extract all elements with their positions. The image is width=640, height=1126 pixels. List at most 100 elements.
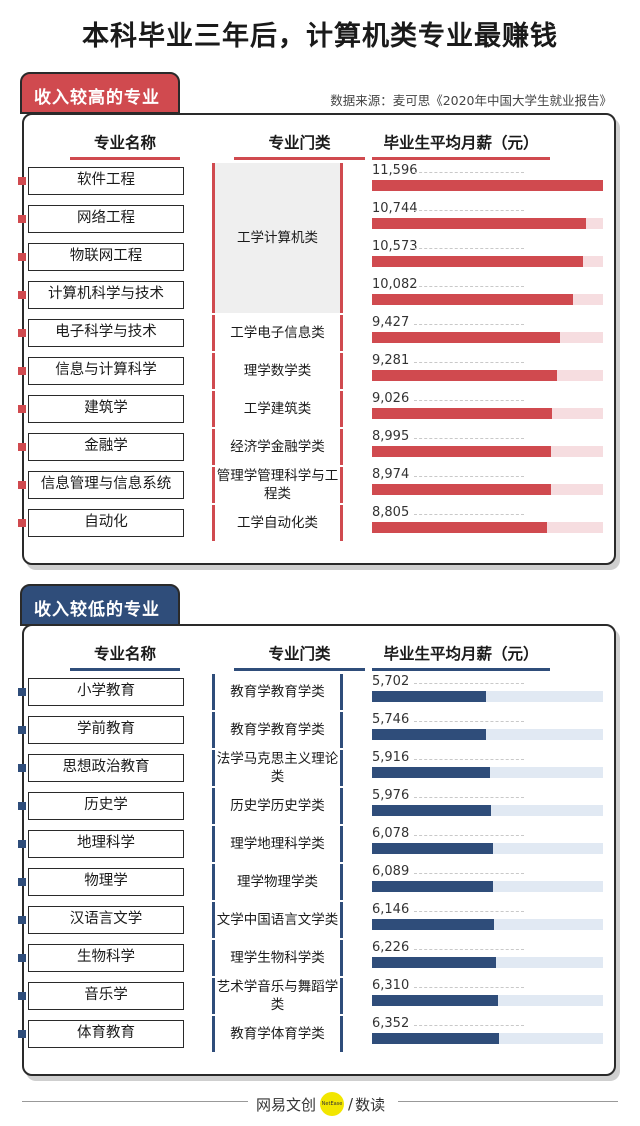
- footer-divider-left: [22, 1101, 248, 1102]
- category-bracket-right: [340, 429, 343, 465]
- category-bracket-left: [212, 712, 215, 748]
- row-marker: [18, 726, 26, 734]
- bar-gridline: [414, 835, 524, 836]
- row-marker: [18, 878, 26, 886]
- salary-bar: [372, 484, 551, 495]
- category-group: 法学马克思主义理论类: [212, 750, 343, 786]
- bar-gridline: [414, 400, 524, 401]
- bar-gridline: [414, 286, 524, 287]
- bar-value-label: 5,916: [372, 750, 410, 765]
- bar-track: [372, 881, 603, 892]
- row-marker: [18, 291, 26, 299]
- bar-value-label: 10,573: [372, 239, 418, 254]
- bar-value-label: 5,746: [372, 712, 410, 727]
- row-marker: [18, 215, 26, 223]
- bar-value-label: 10,744: [372, 201, 418, 216]
- category-bracket-right: [340, 391, 343, 427]
- bar-track: [372, 805, 603, 816]
- salary-bar: [372, 180, 603, 191]
- bar-value-label: 6,226: [372, 940, 410, 955]
- footer-divider-right: [398, 1101, 618, 1102]
- col-head-salary: 毕业生平均月薪（元）: [372, 131, 550, 160]
- category-bracket-left: [212, 163, 215, 313]
- salary-bar: [372, 881, 493, 892]
- row-marker: [18, 764, 26, 772]
- col-head-salary-underline: [372, 668, 550, 671]
- category-label: 理学数学类: [243, 363, 312, 379]
- major-name-high: 信息与计算科学: [28, 357, 184, 385]
- bar-value-label: 6,078: [372, 826, 410, 841]
- footer-brand-right: 数读: [355, 1095, 386, 1114]
- category-group: 管理学管理科学与工程类: [212, 467, 343, 503]
- bar-gridline: [414, 438, 524, 439]
- salary-bar: [372, 995, 498, 1006]
- bar-gridline: [414, 911, 524, 912]
- col-head-category-underline: [234, 157, 365, 160]
- salary-bar: [372, 218, 586, 229]
- salary-bar: [372, 691, 486, 702]
- major-name-high: 电子科学与技术: [28, 319, 184, 347]
- bar-value-label: 5,702: [372, 674, 410, 689]
- salary-bar: [372, 522, 547, 533]
- major-name-high: 网络工程: [28, 205, 184, 233]
- category-bracket-right: [340, 163, 343, 313]
- category-label: 工学计算机类: [237, 230, 318, 246]
- col-head-major-underline: [70, 668, 180, 671]
- category-bracket-right: [340, 1016, 343, 1052]
- bar-gridline: [414, 210, 524, 211]
- row-marker: [18, 329, 26, 337]
- category-bracket-right: [340, 788, 343, 824]
- section-tab-high-income: 收入较高的专业: [20, 72, 180, 114]
- bar-gridline: [414, 362, 524, 363]
- bar-gridline: [414, 721, 524, 722]
- bar-value-label: 5,976: [372, 788, 410, 803]
- col-head-major-label: 专业名称: [93, 645, 156, 663]
- bar-value-label: 8,805: [372, 505, 410, 520]
- footer-brand-left: 网易文创: [256, 1095, 317, 1114]
- bar-track: [372, 767, 603, 778]
- category-bracket-right: [340, 750, 343, 786]
- row-marker: [18, 992, 26, 1000]
- category-bracket-right: [340, 902, 343, 938]
- col-head-category: 专业门类: [234, 131, 365, 160]
- category-group: 工学建筑类: [212, 391, 343, 427]
- major-name-low: 物理学: [28, 868, 184, 896]
- bar-value-label: 9,026: [372, 391, 410, 406]
- category-bracket-right: [340, 978, 343, 1014]
- category-group: 教育学教育学类: [212, 712, 343, 748]
- category-group: 理学物理学类: [212, 864, 343, 900]
- row-marker: [18, 177, 26, 185]
- category-label: 理学物理学类: [237, 874, 318, 890]
- category-label: 工学自动化类: [237, 515, 318, 531]
- bar-gridline: [414, 797, 524, 798]
- bar-track: [372, 843, 603, 854]
- bar-track: [372, 180, 603, 191]
- salary-bar: [372, 1033, 499, 1044]
- major-name-low: 思想政治教育: [28, 754, 184, 782]
- category-bracket-right: [340, 315, 343, 351]
- category-group: 文学中国语言文学类: [212, 902, 343, 938]
- salary-bar: [372, 446, 551, 457]
- category-bracket-right: [340, 864, 343, 900]
- bar-track: [372, 408, 603, 419]
- category-bracket-left: [212, 315, 215, 351]
- bar-track: [372, 995, 603, 1006]
- col-head-category: 专业门类: [234, 642, 365, 671]
- panel-low-income: 专业名称 专业门类 毕业生平均月薪（元） 小学教育 5,702 学前教育 5,746 思想政治…: [18, 624, 616, 1076]
- category-bracket-left: [212, 788, 215, 824]
- category-group: 历史学历史学类: [212, 788, 343, 824]
- major-name-low: 小学教育: [28, 678, 184, 706]
- salary-bar: [372, 729, 486, 740]
- col-head-category-label: 专业门类: [268, 134, 331, 152]
- row-marker: [18, 405, 26, 413]
- bar-track: [372, 729, 603, 740]
- bar-track: [372, 919, 603, 930]
- row-marker: [18, 481, 26, 489]
- section-tab-low-income: 收入较低的专业: [20, 584, 180, 626]
- category-group: 教育学教育学类: [212, 674, 343, 710]
- bar-gridline: [414, 248, 524, 249]
- bar-value-label: 9,281: [372, 353, 410, 368]
- bar-value-label: 9,427: [372, 315, 410, 330]
- category-label: 教育学教育学类: [230, 722, 325, 738]
- category-bracket-right: [340, 712, 343, 748]
